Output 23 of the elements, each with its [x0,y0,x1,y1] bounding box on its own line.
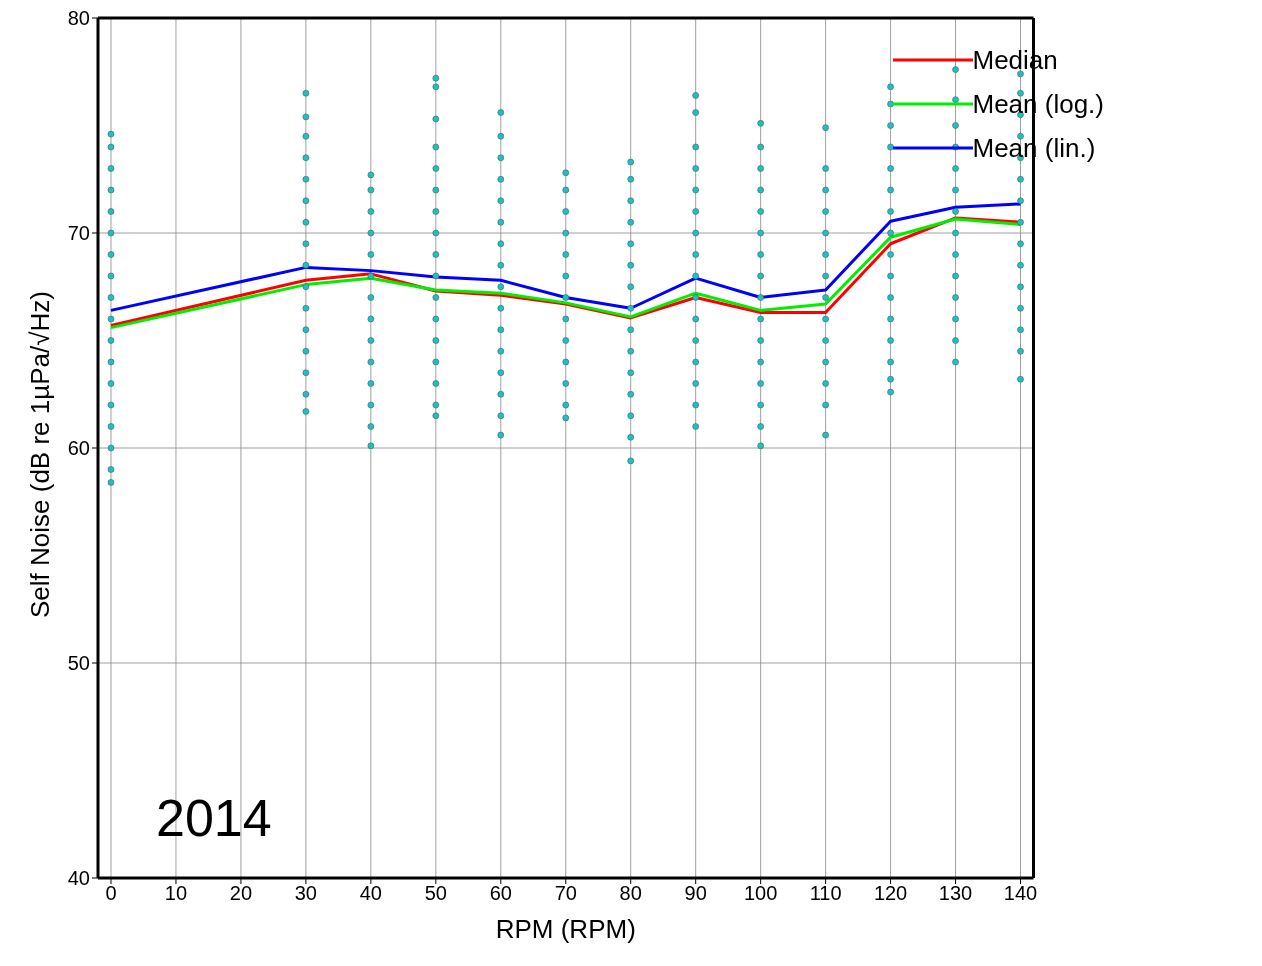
x-tick-label: 50 [424,882,447,905]
x-tick-label: 0 [105,882,117,905]
x-axis-title: RPM (RPM) [495,914,636,944]
y-axis-title: Self Noise (dB re 1µPa/√Hz) [25,291,56,618]
y-tick-label: 40 [67,867,90,890]
x-tick-label: 110 [809,882,842,905]
x-tick-label: 100 [743,882,778,905]
x-tick-label: 80 [619,882,642,905]
x-tick-label: 20 [229,882,253,905]
y-tick-label: 50 [67,652,90,675]
x-tick-label: 30 [294,882,318,905]
x-tick-label: 140 [1003,882,1038,905]
x-tick-label: 60 [489,882,512,905]
y-tick-label: 80 [67,7,90,30]
x-tick-label: 130 [938,882,973,905]
x-tick-label: 120 [873,882,908,905]
x-tick-label: 70 [554,882,577,905]
x-tick-label: 90 [684,882,707,905]
y-tick-label: 60 [67,437,90,460]
y-tick-label: 70 [67,222,90,245]
annotation: 2014 [156,788,272,848]
x-tick-label: 40 [359,882,382,905]
x-tick-label: 10 [164,882,188,905]
